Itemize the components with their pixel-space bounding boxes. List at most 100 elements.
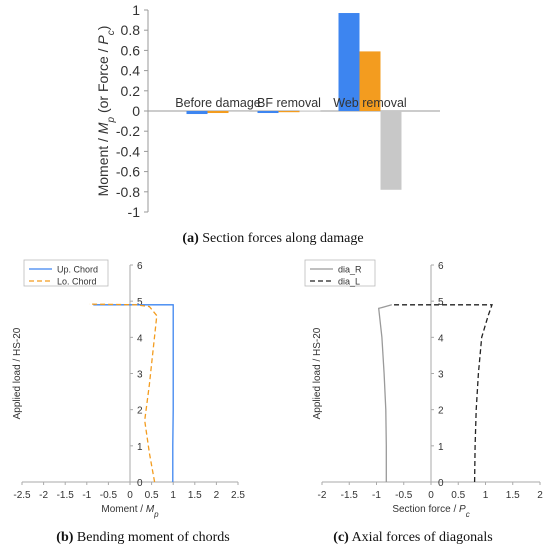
chart-c-legend-box xyxy=(304,259,376,287)
chart-b-ytick-label: 1 xyxy=(137,442,143,453)
chart-c-axes: -2 -1.5 -1 -0.5 0 0.5 1 1.5 2 0 1 2 3 4 5 6 Section forc… xyxy=(312,261,543,519)
chart-a-ytick-label: 0 xyxy=(132,103,140,119)
chart-c-xtick-label: -2 xyxy=(318,490,327,501)
chart-b-xtick-label: -2 xyxy=(39,490,48,501)
chart-c-xtick-label: 0 xyxy=(428,490,434,501)
chart-b-xtick-label: -1 xyxy=(82,490,91,501)
chart-b-series-line xyxy=(93,304,174,482)
chart-a-ylabel: Moment / Mp (or Force / Pc) xyxy=(95,26,117,197)
chart-c-lines xyxy=(377,304,493,483)
chart-c-xlabel-part: c xyxy=(466,510,470,519)
caption-b-letter: (b) xyxy=(56,530,73,545)
chart-b-ytick-label: 4 xyxy=(137,333,143,344)
chart-c-xtick-label: 2 xyxy=(537,490,543,501)
chart-b-xlabel-part: M xyxy=(146,504,155,515)
chart-a-bar xyxy=(257,111,279,114)
chart-a-ytick-label: -0.8 xyxy=(116,184,140,200)
chart-b-xlabel-part: Moment / xyxy=(101,504,145,515)
caption-a-letter: (a) xyxy=(182,231,199,246)
chart-a-bar xyxy=(380,111,402,190)
chart-b-ylabel: Applied load / HS-20 xyxy=(12,327,23,419)
chart-b-legend-box xyxy=(23,259,109,287)
chart-c-ytick-label: 0 xyxy=(438,478,444,489)
chart-a-ytick-label: 0.6 xyxy=(121,42,141,58)
chart-c-xtick-label: 1 xyxy=(483,490,489,501)
chart-axial-forces: -2 -1.5 -1 -0.5 0 0.5 1 1.5 2 0 1 2 3 4 5 6 Section forc… xyxy=(304,259,543,519)
chart-c-legend-label: dia_L xyxy=(338,277,360,287)
chart-a-ylabel-part: M xyxy=(95,122,111,134)
chart-b-legend-label: Lo. Chord xyxy=(57,277,97,287)
chart-a-bar xyxy=(207,111,229,114)
chart-a-bars xyxy=(186,13,402,190)
chart-c-ytick-label: 3 xyxy=(438,370,444,381)
caption-c: (c) Axial forces of diagonals xyxy=(333,530,492,545)
chart-b-xtick-label: -0.5 xyxy=(100,490,118,501)
chart-c-xlabel-part: Section force / xyxy=(392,504,459,515)
chart-a-bar xyxy=(338,13,360,112)
chart-a-ytick-label: -0.6 xyxy=(116,164,140,180)
chart-a-category-label: Web removal xyxy=(333,96,406,110)
chart-c-ytick-label: 1 xyxy=(438,442,444,453)
chart-c-ytick-label: 6 xyxy=(438,261,444,272)
chart-a-ytick-label: 0.8 xyxy=(121,22,141,38)
chart-b-lines xyxy=(88,303,174,483)
chart-b-xtick-label: -1.5 xyxy=(57,490,75,501)
chart-a-axes: -1 -0.8 -0.6 -0.4 -0.2 0 0.2 0.4 0.6 0.8 1 Moment /… xyxy=(95,2,440,220)
caption-c-letter: (c) xyxy=(333,530,349,545)
chart-b-ytick-label: 0 xyxy=(137,478,143,489)
chart-a-ylabel-part: Moment / xyxy=(95,134,111,196)
chart-c-series-line xyxy=(377,304,392,482)
chart-c-xtick-label: -0.5 xyxy=(395,490,413,501)
chart-a-ytick-label: 0.4 xyxy=(121,63,141,79)
chart-a-bar xyxy=(299,110,321,112)
chart-b-xtick-label: 0 xyxy=(127,490,133,501)
chart-c-ytick-label: 5 xyxy=(438,297,444,308)
chart-c-xtick-label: 0.5 xyxy=(451,490,465,501)
chart-b-xtick-label: 1.5 xyxy=(188,490,202,501)
chart-a-ylabel-part: ) xyxy=(95,26,111,31)
caption-c-text: Axial forces of diagonals xyxy=(349,530,493,545)
chart-b-ytick-label: 3 xyxy=(137,370,143,381)
chart-b-ytick-label: 6 xyxy=(137,261,143,272)
chart-c-xtick-label: -1 xyxy=(372,490,381,501)
chart-b-xtick-label: 2.5 xyxy=(231,490,245,501)
chart-a-bar xyxy=(359,51,381,111)
caption-a: (a) Section forces along damage xyxy=(182,231,363,246)
chart-b-legend: Up. Chord Lo. Chord xyxy=(23,259,109,287)
chart-b-ytick-label: 2 xyxy=(137,406,143,417)
chart-c-xlabel-part: P xyxy=(459,504,466,515)
chart-a-bar xyxy=(278,111,300,113)
chart-c-series-line xyxy=(391,304,493,483)
chart-b-xtick-label: 1 xyxy=(170,490,176,501)
chart-c-legend-label: dia_R xyxy=(338,265,362,275)
chart-b-xtick-label: 0.5 xyxy=(145,490,159,501)
caption-b: (b) Bending moment of chords xyxy=(56,530,229,545)
chart-a-ytick-label: -0.4 xyxy=(116,143,140,159)
chart-a-bar xyxy=(228,109,250,112)
chart-c-ytick-label: 4 xyxy=(438,333,444,344)
chart-bending-moment: -2.5 -2 -1.5 -1 -0.5 0 0.5 1 1.5 2 2.50123456Momen… xyxy=(12,259,245,519)
chart-b-series-line xyxy=(88,303,158,483)
chart-a-ylabel-part: P xyxy=(95,35,111,45)
chart-a-ytick-label: -1 xyxy=(128,204,141,220)
chart-a-ylabel-part: (or Force / xyxy=(95,45,111,117)
chart-c-xlabel: Section force / Pc xyxy=(392,504,469,519)
chart-section-forces: -1 -0.8 -0.6 -0.4 -0.2 0 0.2 0.4 0.6 0.8 1 Moment /… xyxy=(95,2,440,220)
chart-a-category-label: Before damage xyxy=(175,96,261,110)
chart-a-ytick-label: 0.2 xyxy=(121,83,141,99)
chart-a-ylabel-part: c xyxy=(106,30,117,35)
chart-c-xtick-label: 1.5 xyxy=(506,490,520,501)
chart-a-ytick-label: -0.2 xyxy=(116,123,140,139)
chart-a-ytick-label: 1 xyxy=(132,2,140,18)
chart-c-ytick-label: 2 xyxy=(438,406,444,417)
chart-b-axes: -2.5 -2 -1.5 -1 -0.5 0 0.5 1 1.5 2 2.50123456Momen… xyxy=(12,261,245,519)
chart-a-bar xyxy=(186,111,208,115)
chart-b-legend-label: Up. Chord xyxy=(57,265,98,275)
chart-a-category-label: BF removal xyxy=(257,96,321,110)
chart-c-xtick-label: -1.5 xyxy=(341,490,359,501)
chart-c-legend: dia_R dia_L xyxy=(304,259,376,287)
chart-c-ylabel: Applied load / HS-20 xyxy=(312,327,323,419)
caption-b-text: Bending moment of chords xyxy=(73,530,229,545)
